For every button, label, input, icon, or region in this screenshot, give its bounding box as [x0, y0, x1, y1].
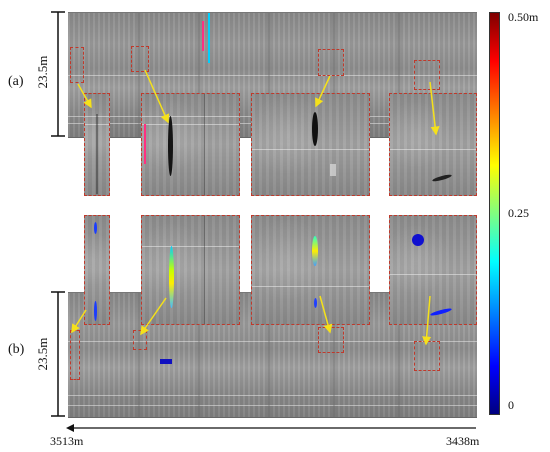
dimension-bracket-a [51, 11, 65, 137]
region-box-b2 [133, 330, 147, 350]
region-box-a2 [131, 46, 149, 72]
colorbar [489, 12, 500, 415]
distance-label-left: 3513m [50, 434, 84, 448]
dimension-bracket-b [51, 291, 65, 417]
colorbar-max-label: 0.50m [508, 10, 539, 24]
zoom-panel-b4 [389, 215, 477, 325]
region-box-a3 [318, 49, 344, 76]
zoom-panel-a2 [141, 93, 240, 196]
distance-axis-arrow [66, 424, 476, 432]
panel-label-b: (b) [8, 342, 25, 357]
distance-label-right: 3438m [446, 434, 480, 448]
panel-label-a: (a) [8, 74, 24, 89]
zoom-panel-b2 [141, 215, 240, 325]
region-box-a4 [414, 60, 440, 90]
zoom-panel-a1 [84, 93, 110, 196]
zoom-panel-b1 [84, 215, 110, 325]
colorbar-min-label: 0 [508, 398, 514, 412]
zoom-panel-a3 [251, 93, 370, 196]
colorbar-mid-label: 0.25 [508, 206, 529, 220]
region-box-a1 [70, 47, 84, 83]
zoom-panel-b3 [251, 215, 370, 325]
